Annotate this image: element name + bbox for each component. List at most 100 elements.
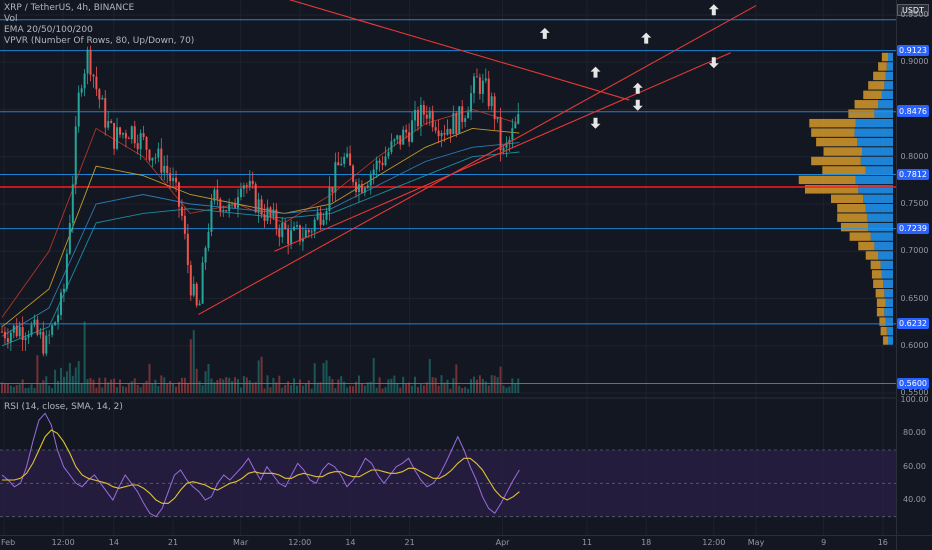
volume-bar [62,376,65,393]
volume-bar [449,388,452,393]
vpvr-down-bar [858,241,875,251]
volume-bar [375,387,378,393]
candle-body [390,141,393,153]
candle-body [293,226,296,231]
volume-bar [110,379,113,393]
volume-bar [349,385,352,393]
vpvr-up-bar [888,336,893,345]
volume-bar [101,387,104,393]
candle-body [337,162,340,166]
volume-bar [422,385,425,393]
volume-bar [411,385,414,393]
candle-body [455,113,458,134]
candle-body [464,118,467,122]
ema-line [1,151,520,347]
volume-bar [419,384,422,393]
time-tick-label: 9 [821,538,827,547]
candle-body [422,105,425,115]
time-tick-label: 12:00 [702,538,726,547]
rsi-indicator-label[interactable]: RSI (14, close, SMA, 14, 2) [4,402,123,412]
volume-bar [496,377,499,393]
price-tick-label: 0.9000 [900,57,929,67]
candle-body [204,247,207,263]
symbol-title[interactable]: XRP / TetherUS, 4h, BINANCE [4,3,135,13]
candle-body [145,137,148,150]
candle-body [12,325,15,333]
candle-body [319,212,322,225]
volume-bar [39,383,42,393]
candle-body [467,112,470,119]
volume-bar [116,387,119,393]
volume-indicator-label[interactable]: Vol [4,14,18,24]
candle-body [175,177,178,183]
candle-body [201,262,204,304]
rsi-pane [0,412,896,518]
volume-bar [511,378,514,393]
volume-bar [30,384,33,393]
candle-body [343,156,346,164]
candle-body [189,265,192,296]
vpvr-up-bar [865,166,893,175]
volume-bar [490,375,493,393]
arrow-up-icon [641,32,652,44]
volume-bar [363,385,366,393]
candle-body [24,337,27,341]
volume-bar [399,387,402,393]
time-tick-label: 14 [345,538,356,547]
candle-body [77,92,80,127]
volume-bar [272,377,275,393]
vpvr-down-bar [854,100,879,109]
candle-body [378,160,381,163]
volume-bar [372,357,375,393]
vpvr-up-bar [883,279,893,289]
grid [0,0,896,535]
volume-bar [387,379,390,393]
price-tick-label: 0.5500 [900,388,929,397]
volume-bar [239,387,242,393]
candle-body [325,210,328,220]
candle-body [101,98,104,100]
candle-body [121,133,124,135]
volume-bar [107,382,110,393]
vpvr-up-bar [855,175,893,185]
volume-bar [145,380,148,393]
time-tick-label: 12:00 [288,538,312,547]
vpvr-down-bar [873,71,886,81]
candle-body [473,76,475,94]
vpvr-indicator-label[interactable]: VPVR (Number Of Rows, 80, Up/Down, 70) [4,36,195,46]
candle-body [310,231,313,233]
volume-bar [98,377,101,393]
volume-bar [325,360,328,393]
volume-bar [434,377,437,393]
volume-bar [219,378,222,393]
volume-bar [45,376,48,393]
candle-body [411,120,414,142]
volume-bar [251,382,254,393]
vpvr-down-bar [875,289,885,298]
vpvr-up-bar [865,204,893,213]
volume-bar [369,381,372,393]
volume-bar [402,376,405,393]
volume-bar [290,385,293,393]
candle-body [15,325,18,337]
volume-bar [169,380,172,393]
volume-bar [198,381,201,393]
volume-bar [346,387,349,393]
candle-body [414,110,416,121]
volume-bar [95,387,98,393]
vpvr-down-bar [873,279,884,289]
volume-bar [57,380,60,393]
volume-bar [390,378,393,393]
vpvr-down-bar [865,251,879,260]
candle-body [357,184,360,192]
time-tick-label: 21 [404,538,415,547]
volume-bar [452,378,455,393]
candle-body [304,229,307,238]
vpvr-down-bar [878,62,887,71]
currency-badge[interactable]: USDT [897,4,929,16]
ema-indicator-label[interactable]: EMA 20/50/100/200 [4,25,93,35]
volume-bar [65,371,68,393]
candle-body [237,197,239,208]
volume-bar [24,388,27,393]
